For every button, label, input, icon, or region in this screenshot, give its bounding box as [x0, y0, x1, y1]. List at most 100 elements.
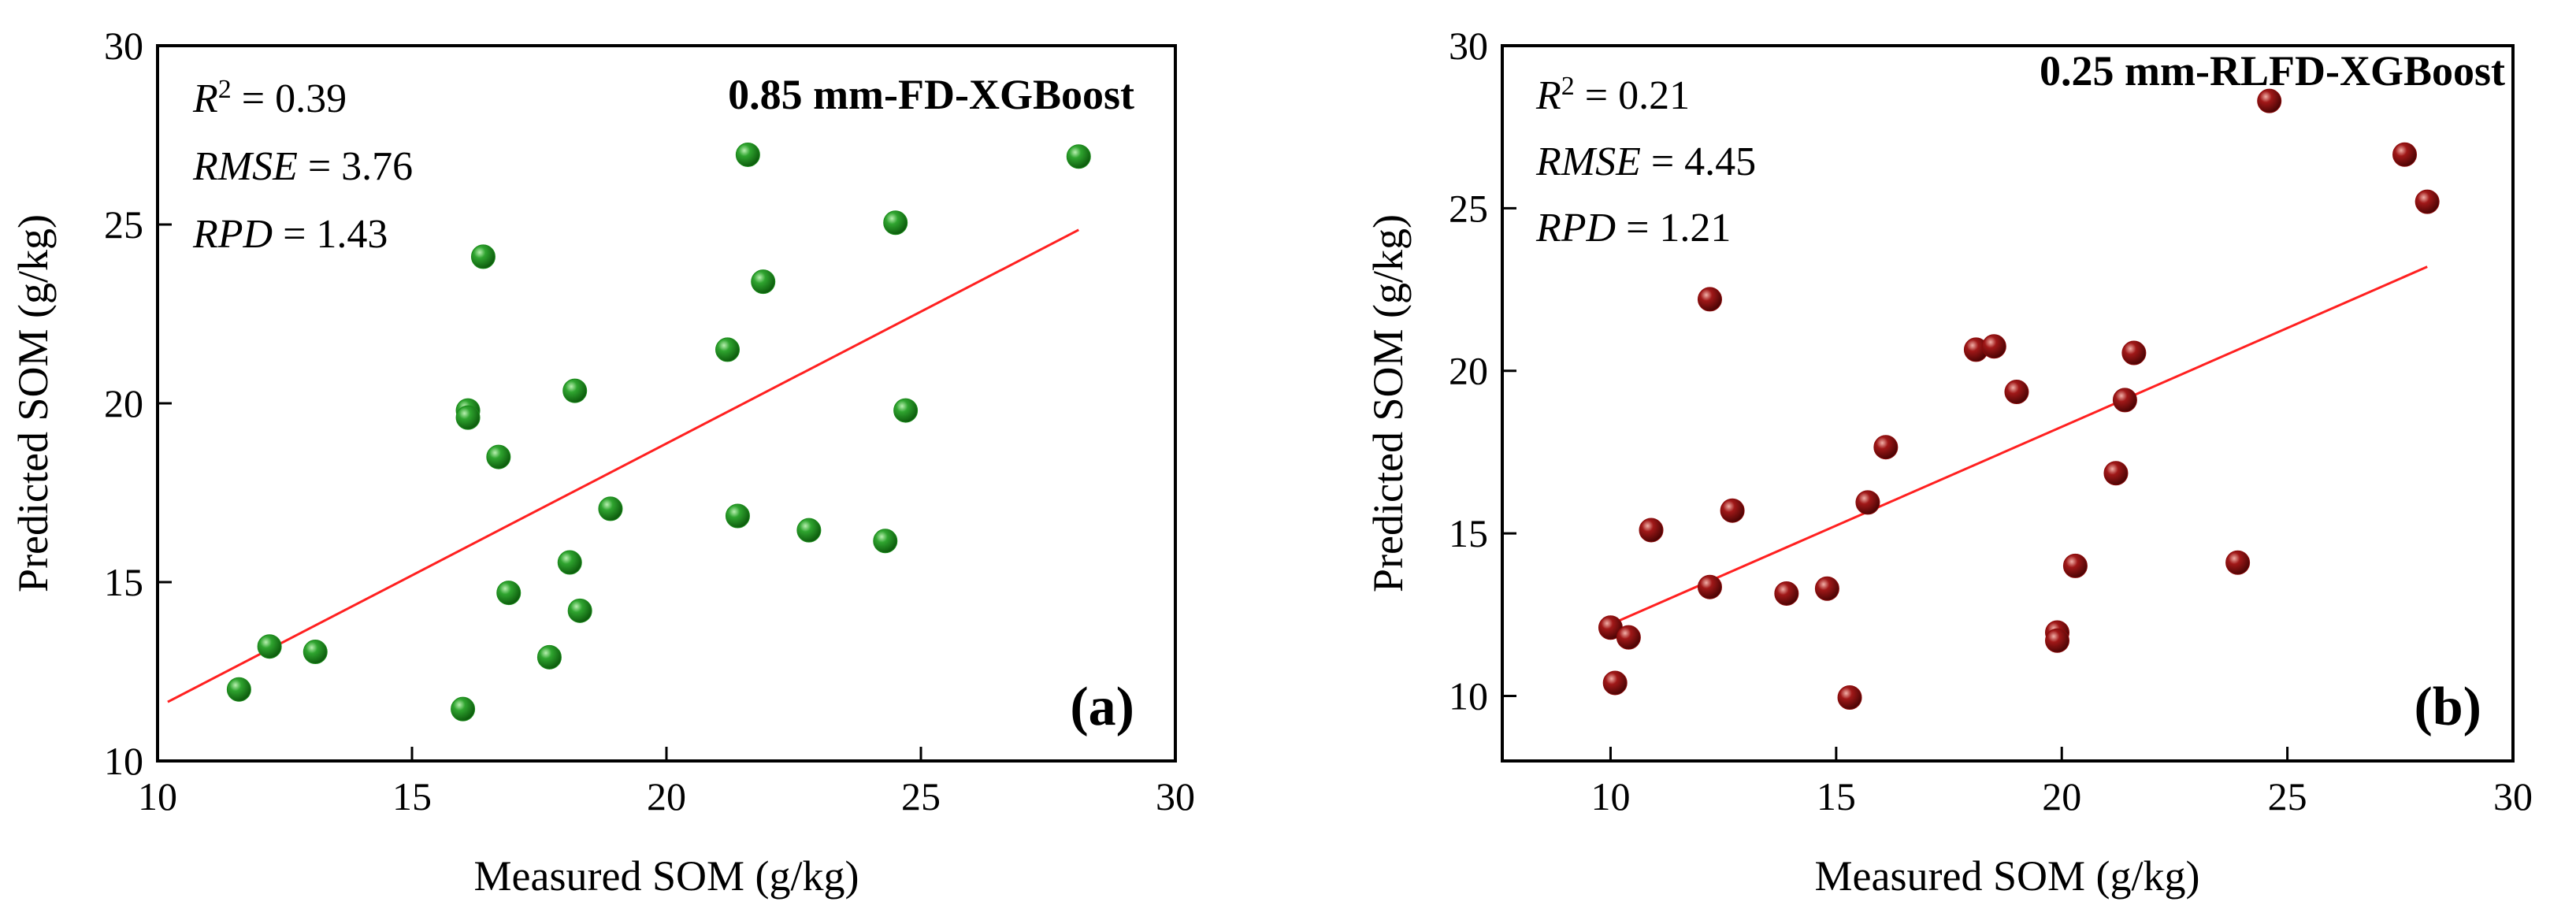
data-point-a-6 — [470, 244, 496, 269]
data-point-a-19 — [873, 529, 898, 554]
data-point-b-20 — [2121, 340, 2147, 366]
y-tick-label-b-2: 20 — [1449, 349, 1488, 393]
y-tick-label-b-0: 10 — [1449, 674, 1488, 718]
scatter-panel-b: 10 15 20 25 30 10 15 20 25 30 Measured SOM (g/kg)… — [1364, 24, 2533, 900]
y-axis-title-b: Predicted SOM (g/kg) — [1364, 214, 1412, 592]
stat-r2-name-a: R — [192, 76, 218, 121]
data-point-b-1 — [1602, 670, 1628, 696]
stat-rpd-b: RPD = 1.21 — [1535, 206, 1731, 250]
chart-title-b: 0.25 mm-RLFD-XGBoost — [2040, 47, 2505, 95]
data-point-a-18 — [796, 518, 822, 543]
stat-rmse-value-b: = 4.45 — [1641, 139, 1756, 184]
data-point-a-1 — [257, 634, 282, 659]
stat-rpd-value-a: = 1.43 — [273, 212, 388, 257]
fit-line-a — [167, 228, 1079, 703]
data-point-b-23 — [2392, 142, 2418, 167]
data-point-a-22 — [1066, 144, 1091, 169]
y-tick-label-a-0: 10 — [104, 739, 143, 783]
x-tick-label-b-0: 10 — [1591, 774, 1630, 818]
data-point-a-8 — [496, 581, 522, 606]
panel-label-b: (b) — [2414, 677, 2481, 737]
fit-line-b — [1609, 265, 2428, 626]
data-point-b-16 — [2045, 628, 2070, 653]
y-tick-label-a-4: 30 — [104, 24, 143, 68]
x-tick-label-a-3: 25 — [901, 774, 941, 818]
x-tick-label-b-1: 15 — [1817, 774, 1856, 818]
data-point-a-0 — [226, 677, 251, 702]
data-point-b-19 — [2112, 388, 2137, 413]
data-point-a-17 — [751, 269, 776, 295]
data-point-b-5 — [1697, 574, 1722, 599]
plot-frame-b — [1501, 44, 2515, 763]
stat-r2-b: R2 = 0.21 — [1535, 72, 1690, 119]
stat-rpd-name-a: RPD — [192, 212, 273, 257]
x-tick-label-a-4: 30 — [1156, 774, 1195, 818]
stat-rmse-name-a: RMSE — [192, 144, 298, 189]
data-point-a-15 — [725, 503, 750, 529]
y-tick-label-b-4: 30 — [1449, 24, 1488, 68]
data-point-b-24 — [2415, 189, 2440, 214]
y-axis-title-a: Predicted SOM (g/kg) — [9, 214, 57, 592]
stat-rpd-value-b: = 1.21 — [1616, 206, 1731, 250]
axis-ticks-b: 10 15 20 25 30 10 15 20 25 30 — [1449, 24, 2533, 818]
data-point-b-4 — [1697, 287, 1722, 312]
x-tick-label-b-3: 25 — [2268, 774, 2307, 818]
data-point-a-10 — [557, 550, 582, 575]
x-tick-label-b-4: 30 — [2493, 774, 2533, 818]
data-point-b-8 — [1814, 576, 1839, 601]
y-tick-label-b-3: 25 — [1449, 186, 1488, 230]
stat-rpd-a: RPD = 1.43 — [192, 212, 388, 257]
data-point-b-17 — [2062, 553, 2088, 578]
data-point-b-10 — [1855, 490, 1880, 515]
data-point-b-13 — [1981, 334, 2006, 359]
data-point-a-21 — [893, 398, 919, 423]
chart-title-a: 0.85 mm-FD-XGBoost — [728, 71, 1134, 118]
data-point-b-22 — [2257, 88, 2282, 113]
data-point-b-3 — [1639, 518, 1664, 543]
stat-rmse-value-a: = 3.76 — [298, 144, 413, 189]
stat-rpd-name-b: RPD — [1535, 206, 1616, 250]
data-point-b-2 — [1616, 625, 1641, 650]
data-points-a — [226, 142, 1091, 722]
x-axis-title-b: Measured SOM (g/kg) — [1815, 852, 2200, 900]
data-point-a-12 — [567, 598, 592, 623]
x-tick-label-a-0: 10 — [138, 774, 177, 818]
scatter-panel-a: 10 15 20 25 30 10 15 20 25 30 Measured SOM (g/kg)… — [9, 24, 1195, 900]
data-point-b-21 — [2225, 550, 2251, 575]
data-point-a-11 — [562, 378, 588, 403]
stat-r2-name-b: R — [1535, 73, 1561, 118]
y-tick-label-a-2: 20 — [104, 381, 143, 425]
x-tick-label-a-2: 20 — [647, 774, 686, 818]
stat-r2-a: R2 = 0.39 — [192, 75, 347, 122]
data-point-a-16 — [735, 142, 760, 167]
data-point-b-11 — [1873, 435, 1899, 460]
data-point-b-18 — [2103, 461, 2129, 486]
regression-line-b — [1609, 265, 2428, 626]
data-point-a-20 — [883, 210, 908, 236]
panel-label-a: (a) — [1070, 677, 1134, 737]
x-tick-label-b-2: 20 — [2042, 774, 2081, 818]
data-point-b-6 — [1720, 498, 1745, 523]
data-point-a-3 — [451, 696, 476, 722]
stat-rmse-a: RMSE = 3.76 — [192, 144, 413, 189]
y-tick-label-b-1: 15 — [1449, 511, 1488, 555]
data-point-b-14 — [2004, 380, 2029, 405]
y-tick-label-a-3: 25 — [104, 202, 143, 247]
data-point-a-5 — [455, 405, 481, 430]
data-point-a-9 — [536, 644, 562, 670]
data-point-b-9 — [1837, 685, 1862, 711]
x-axis-title-a: Measured SOM (g/kg) — [474, 852, 859, 900]
data-point-a-13 — [598, 496, 623, 521]
axis-ticks-a: 10 15 20 25 30 10 15 20 25 30 — [104, 24, 1195, 818]
data-points-b — [1598, 88, 2440, 711]
stat-r2-sup-b: 2 — [1561, 72, 1575, 101]
y-tick-label-a-1: 15 — [104, 560, 143, 604]
stat-rmse-b: RMSE = 4.45 — [1535, 139, 1756, 184]
stat-rmse-name-b: RMSE — [1535, 139, 1641, 184]
data-point-a-14 — [715, 337, 741, 362]
stat-r2-value-b: = 0.21 — [1575, 73, 1690, 118]
stat-r2-sup-a: 2 — [218, 75, 232, 104]
x-tick-label-a-1: 15 — [392, 774, 432, 818]
data-point-b-7 — [1774, 581, 1799, 606]
